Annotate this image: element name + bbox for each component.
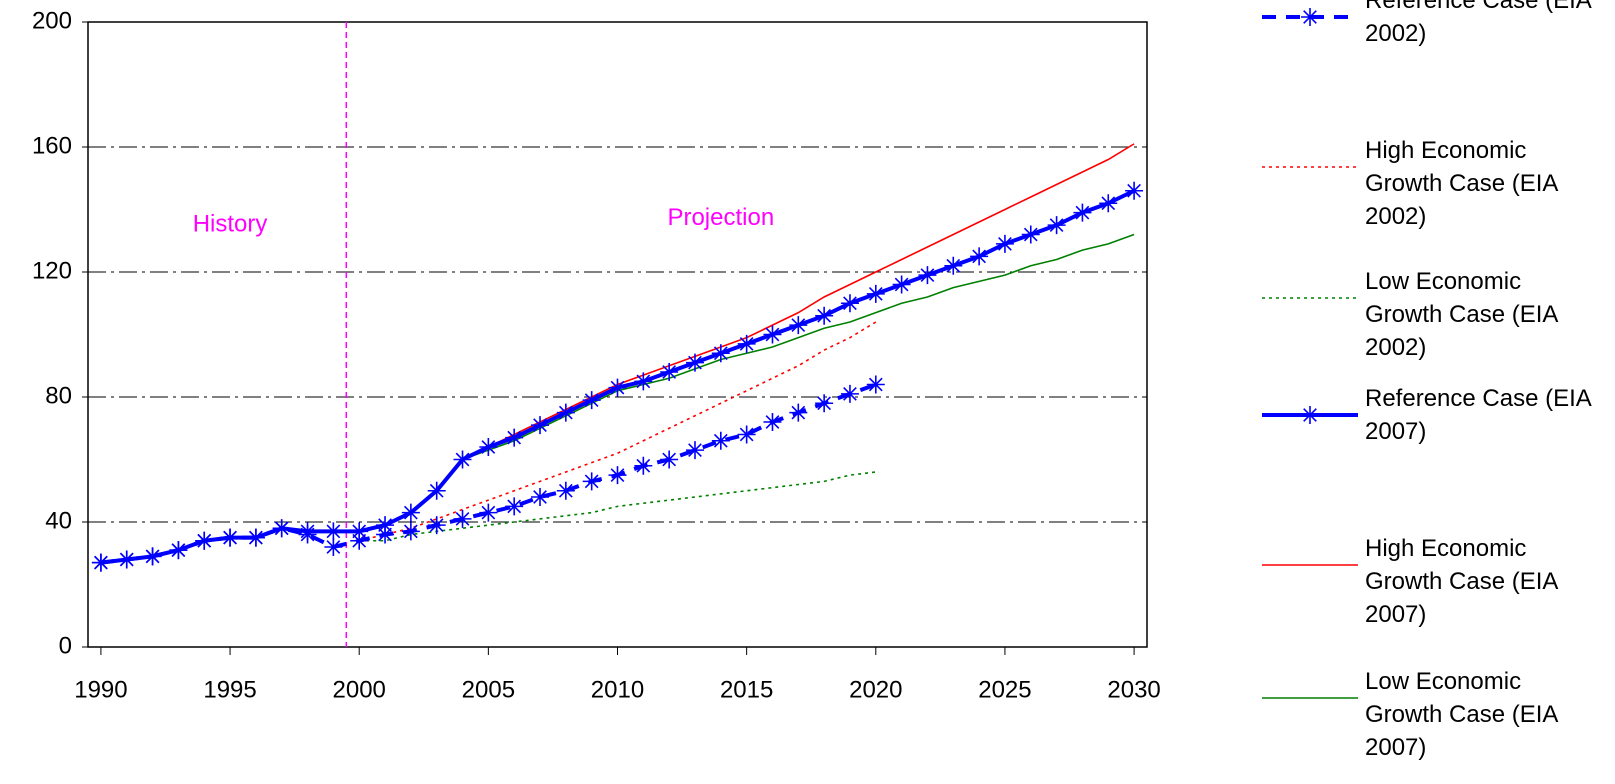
y-tick-label: 0 xyxy=(59,632,72,659)
marker xyxy=(91,553,110,572)
marker xyxy=(169,541,188,560)
marker xyxy=(195,531,214,550)
marker xyxy=(1099,194,1118,213)
x-tick-label: 2010 xyxy=(591,676,644,703)
marker xyxy=(479,438,498,456)
x-tick-label: 2000 xyxy=(333,676,386,703)
marker xyxy=(221,528,240,547)
y-tick-label: 120 xyxy=(32,257,72,284)
marker xyxy=(711,344,730,363)
marker xyxy=(505,428,524,447)
marker xyxy=(608,378,627,397)
marker xyxy=(401,522,420,541)
y-tick-label: 80 xyxy=(45,382,72,409)
marker xyxy=(763,325,782,344)
marker xyxy=(737,425,756,444)
marker xyxy=(556,481,575,500)
series-line xyxy=(100,382,877,565)
marker xyxy=(117,550,136,569)
marker xyxy=(1125,181,1144,200)
marker xyxy=(763,413,782,431)
marker xyxy=(660,450,679,469)
marker xyxy=(789,316,808,335)
x-tick-label: 1990 xyxy=(74,676,127,703)
marker xyxy=(840,294,859,313)
marker xyxy=(350,522,369,541)
y-tick-label: 40 xyxy=(45,507,72,534)
series-line xyxy=(100,233,1135,564)
annotation: History xyxy=(193,210,268,237)
marker xyxy=(350,531,369,550)
marker xyxy=(1301,406,1319,424)
marker xyxy=(634,372,653,391)
legend-label: Low Economic Growth Case (EIA 2002) xyxy=(1365,268,1558,361)
marker xyxy=(272,519,291,538)
legend-label: High Economic Growth Case (EIA 2002) xyxy=(1365,137,1558,230)
marker xyxy=(531,488,550,506)
marker xyxy=(376,525,395,544)
marker xyxy=(1021,225,1040,244)
marker xyxy=(737,334,756,353)
marker xyxy=(298,522,317,541)
marker xyxy=(479,503,498,522)
legend-label: Reference Case (EIA 2007) xyxy=(1365,385,1591,445)
y-tick-label: 160 xyxy=(32,132,72,159)
marker xyxy=(995,234,1014,253)
marker xyxy=(401,503,420,522)
legend-label: High Economic Growth Case (EIA 2007) xyxy=(1365,535,1558,628)
marker xyxy=(556,403,575,422)
marker xyxy=(246,528,265,547)
marker xyxy=(505,497,524,516)
legend-label: Low Economic Growth Case (EIA 2007) xyxy=(1365,668,1558,761)
x-tick-label: 2005 xyxy=(462,676,515,703)
plot-frame xyxy=(87,21,1148,648)
marker xyxy=(453,450,472,469)
marker xyxy=(970,247,989,266)
marker xyxy=(427,481,446,500)
marker xyxy=(815,306,834,325)
marker xyxy=(840,384,859,403)
marker xyxy=(711,431,730,450)
marker xyxy=(376,516,395,535)
marker xyxy=(660,363,679,381)
marker xyxy=(1047,216,1066,235)
marker xyxy=(582,472,601,491)
marker xyxy=(324,522,343,541)
marker xyxy=(1301,8,1319,26)
x-tick-label: 2030 xyxy=(1107,676,1160,703)
marker xyxy=(944,256,963,275)
marker xyxy=(866,375,885,394)
series-line xyxy=(100,143,1135,564)
marker xyxy=(453,509,472,528)
marker xyxy=(608,466,627,485)
series-line xyxy=(359,471,876,542)
marker xyxy=(324,538,343,556)
x-tick-label: 2025 xyxy=(978,676,1031,703)
x-tick-label: 2015 xyxy=(720,676,773,703)
marker xyxy=(685,441,704,460)
marker xyxy=(634,456,653,475)
marker xyxy=(1073,203,1092,222)
marker xyxy=(789,403,808,422)
x-tick-label: 2020 xyxy=(849,676,902,703)
legend-label: Reference Case (EIA 2002) xyxy=(1365,0,1591,47)
marker xyxy=(427,516,446,535)
x-tick-label: 1995 xyxy=(203,676,256,703)
marker xyxy=(815,394,834,413)
y-tick-label: 200 xyxy=(32,7,72,34)
marker xyxy=(143,547,162,566)
marker xyxy=(685,353,704,372)
marker xyxy=(918,266,937,285)
marker xyxy=(866,284,885,303)
marker xyxy=(892,275,911,294)
marker xyxy=(531,416,550,435)
annotation: Projection xyxy=(667,204,774,231)
marker xyxy=(582,391,601,410)
series-line xyxy=(359,321,877,542)
